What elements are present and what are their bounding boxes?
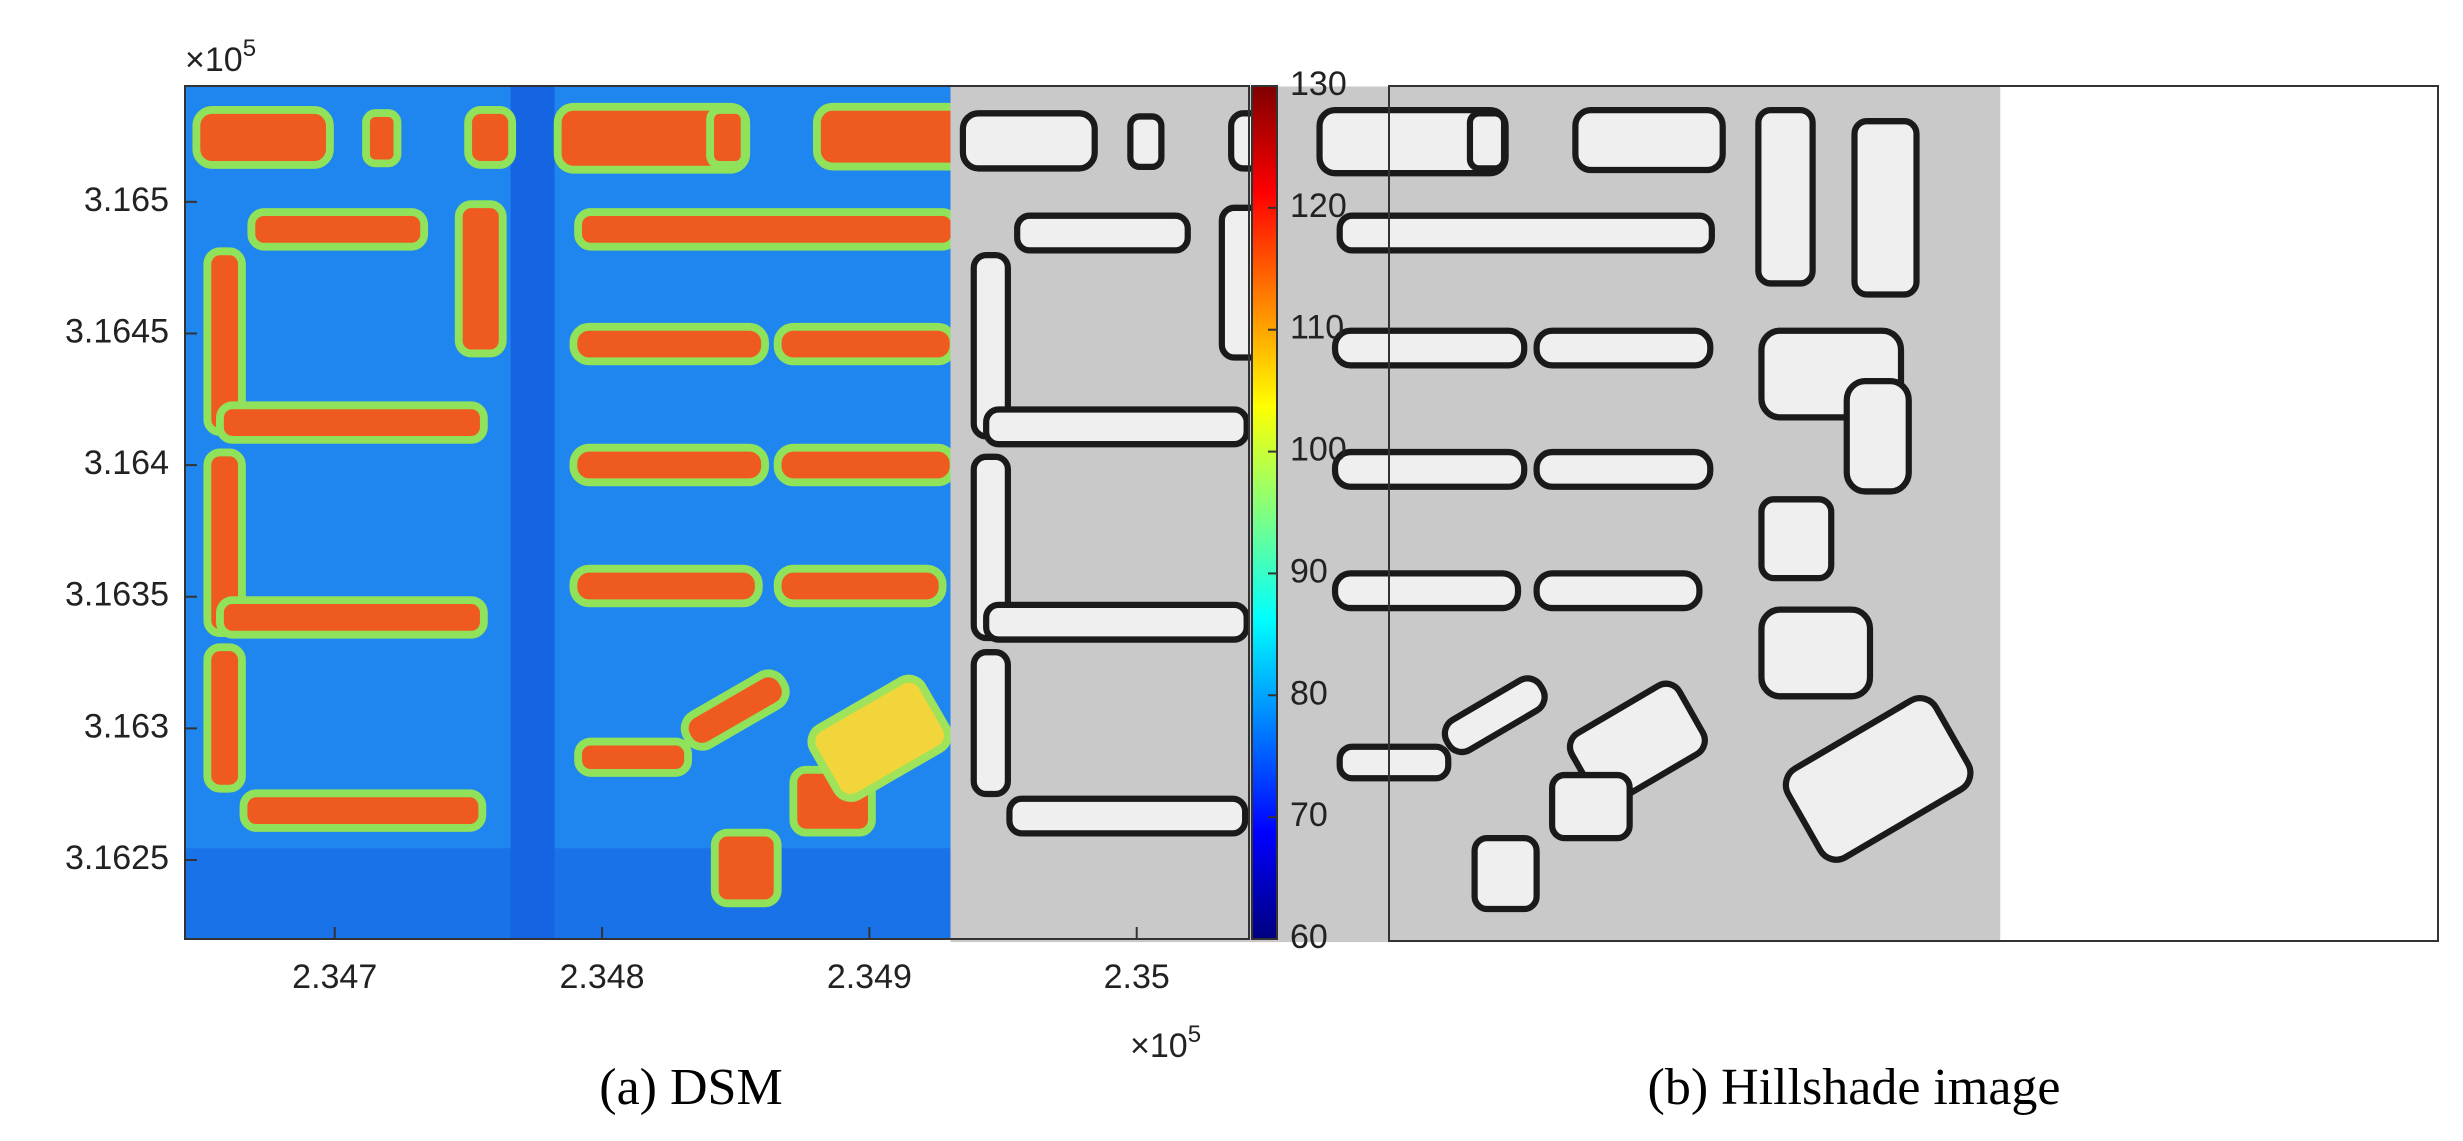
colorbar-tick-label: 80 — [1290, 674, 1328, 712]
y-tick-label: 3.163 — [84, 707, 169, 745]
axes-frame — [184, 85, 1250, 940]
colorbar-tick-label: 60 — [1290, 918, 1328, 956]
y-tick-label: 3.1625 — [65, 839, 169, 877]
x-tick-label: 2.35 — [1104, 958, 1170, 996]
hillshade-raster — [950, 86, 2001, 943]
x-tick-label: 2.347 — [292, 958, 377, 996]
colorbar — [1251, 85, 1278, 940]
y-tick-label: 3.164 — [84, 444, 169, 482]
x-tick-label: 2.349 — [827, 958, 912, 996]
y-tick-label: 3.1635 — [65, 576, 169, 614]
colorbar-tick-label: 100 — [1290, 431, 1347, 469]
y-tick-label: 3.165 — [84, 181, 169, 219]
x-multiplier: ×105 — [1130, 1021, 1201, 1065]
x-tick-label: 2.348 — [559, 958, 644, 996]
caption: (a) DSM — [599, 1059, 782, 1116]
y-tick-label: 3.1645 — [65, 312, 169, 350]
axes-frame — [1388, 85, 2439, 942]
colorbar-tick-label: 70 — [1290, 796, 1328, 834]
y-multiplier: ×105 — [185, 35, 256, 79]
colorbar-tick-label: 110 — [1290, 309, 1344, 347]
colorbar-tick-label: 90 — [1290, 552, 1328, 590]
colorbar-tick-label: 130 — [1290, 65, 1347, 103]
colorbar-tick-label: 120 — [1290, 187, 1347, 225]
caption: (b) Hillshade image — [1648, 1059, 2061, 1116]
